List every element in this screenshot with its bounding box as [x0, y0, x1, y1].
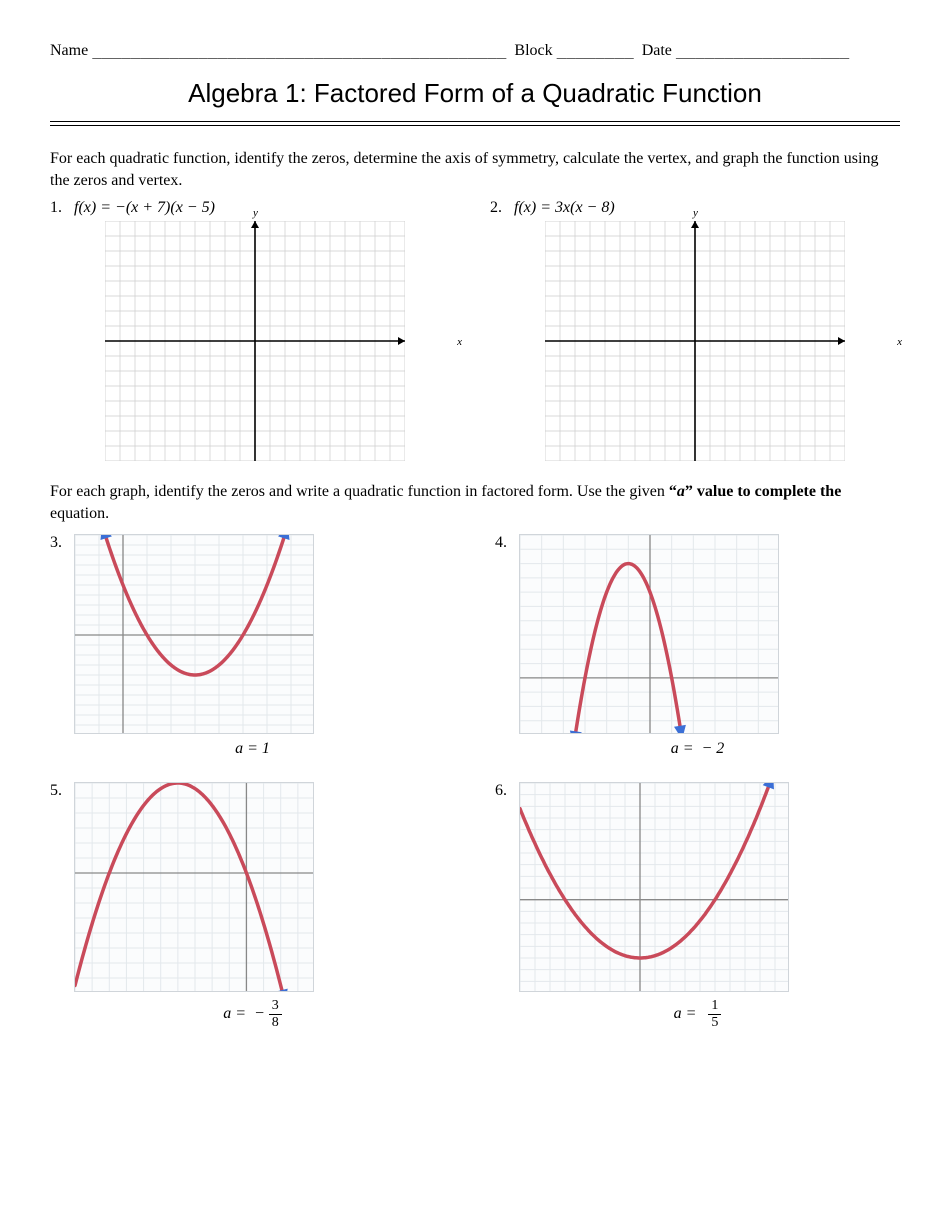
graph-6-svg [519, 782, 789, 992]
name-label: Name [50, 42, 88, 60]
blank-grid-1: y x [50, 221, 460, 461]
problem-4: 4. a = − 2 [495, 534, 900, 758]
frac-den: 5 [708, 1015, 721, 1031]
block-blank[interactable]: ________ [557, 40, 634, 60]
name-blank[interactable]: ________________________________________… [92, 40, 506, 60]
problem-4-a-value: a = − 2 [495, 740, 900, 758]
instructions-2: For each graph, identify the zeros and w… [50, 481, 900, 524]
blank-grid-2-svg [545, 221, 845, 461]
header-fields: Name ___________________________________… [50, 40, 900, 60]
problem-5-a-value: a = − 3 8 [50, 998, 455, 1031]
frac-num: 3 [269, 998, 282, 1015]
frac-den: 8 [269, 1015, 282, 1031]
problem-1-num: 1. [50, 199, 62, 216]
problem-1-rest: = −(x + 7)(x − 5) [96, 199, 215, 216]
page-title: Algebra 1: Factored Form of a Quadratic … [50, 78, 900, 109]
problem-6: 6. a = 1 5 [495, 782, 900, 1031]
problem-4-num: 4. [495, 534, 519, 552]
blank-grid-1-svg [105, 221, 405, 461]
graph-4-svg [519, 534, 779, 734]
problem-2: 2. f(x) = 3x(x − 8) y x [490, 199, 900, 461]
frac-num: 1 [708, 998, 721, 1015]
problem-2-arg: (x) [518, 199, 536, 216]
problem-3-a-value: a = 1 [50, 740, 455, 758]
problem-5: 5. a = − 3 8 [50, 782, 455, 1031]
y-axis-label: y [253, 207, 258, 219]
graph-row-34: 3. a = 1 4. a = − 2 [50, 534, 900, 758]
y-axis-label-2: y [693, 207, 698, 219]
graph-5-svg [74, 782, 314, 992]
x-axis-label: x [457, 336, 462, 348]
problem-3: 3. a = 1 [50, 534, 455, 758]
instructions-2c: equation. [50, 505, 109, 522]
fraction-1-5: 1 5 [708, 998, 721, 1031]
fraction-3-8: 3 8 [269, 998, 282, 1031]
problem-1: 1. f(x) = −(x + 7)(x − 5) y x [50, 199, 460, 461]
instructions-2a: For each graph, identify the zeros and w… [50, 483, 669, 500]
problems-row-1: 1. f(x) = −(x + 7)(x − 5) y x 2. f(x) = … [50, 199, 900, 461]
blank-grid-2: y x [490, 221, 900, 461]
date-label: Date [642, 42, 672, 60]
problem-2-num: 2. [490, 199, 502, 216]
problem-6-a-value: a = 1 5 [495, 998, 900, 1031]
instructions-2b: “a” value to complete the [669, 483, 841, 500]
problem-1-arg: (x) [78, 199, 96, 216]
graph-3-svg [74, 534, 314, 734]
problem-5-num: 5. [50, 782, 74, 800]
block-label: Block [514, 42, 552, 60]
instructions-1: For each quadratic function, identify th… [50, 148, 900, 191]
date-blank[interactable]: __________________ [676, 40, 849, 60]
graph-row-56: 5. a = − 3 8 6. a = 1 5 [50, 782, 900, 1031]
problem-3-num: 3. [50, 534, 74, 552]
problem-2-rest: = 3x(x − 8) [536, 199, 614, 216]
problem-6-num: 6. [495, 782, 519, 800]
title-rule [50, 121, 900, 126]
x-axis-label-2: x [897, 336, 902, 348]
